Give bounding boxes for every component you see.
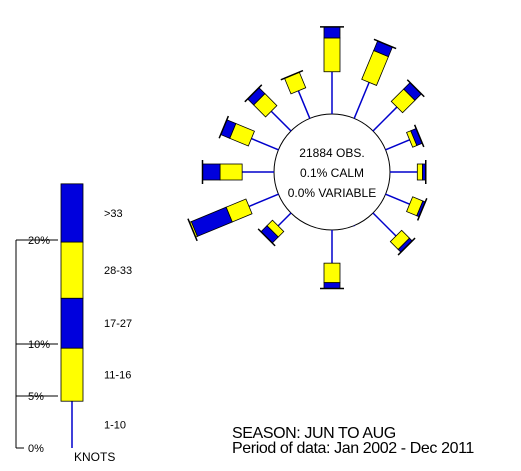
segment-17-27 <box>190 206 233 237</box>
segment-11-16 <box>323 262 341 284</box>
legend-tick-label: 5% <box>28 391 44 403</box>
direction-arm-n <box>320 26 344 114</box>
period-label: Period of data: Jan 2002 - Dec 2011 <box>232 440 474 457</box>
observations-count: 21884 OBS. <box>299 146 364 160</box>
direction-arm-nnw <box>280 69 311 119</box>
arm-end-cap <box>373 38 397 50</box>
segment-1-10 <box>385 193 410 205</box>
arm-end-cap <box>244 84 263 103</box>
segment-1-10 <box>248 193 279 208</box>
arm-end-cap <box>413 124 425 148</box>
direction-arm-sw <box>257 212 292 247</box>
legend-tick-label: 20% <box>28 235 50 247</box>
legend-tick-label: 0% <box>28 443 44 455</box>
segment-1-10 <box>372 106 398 132</box>
legend-tick-label: 10% <box>28 339 50 351</box>
legend-bin-label: 17-27 <box>104 318 132 330</box>
segment-11-16 <box>323 37 341 73</box>
variable-percent: 0.0% VARIABLE <box>288 186 377 200</box>
legend-bin-label: 1-10 <box>104 420 126 432</box>
direction-arm-se <box>372 212 416 256</box>
season-label: SEASON: JUN TO AUG <box>232 425 396 442</box>
legend-bin-label: >33 <box>104 208 123 220</box>
direction-arm-e <box>390 160 427 184</box>
direction-arm-ese <box>385 193 428 221</box>
legend-unit-label: KNOTS <box>74 450 115 464</box>
segment-1-10 <box>270 110 292 132</box>
legend-bin-label: 28-33 <box>104 265 132 277</box>
arm-end-cap <box>257 228 276 247</box>
direction-arm-s <box>320 230 344 290</box>
segment-1-10 <box>277 212 292 227</box>
segment-17-27 <box>202 163 221 181</box>
direction-arm-nne <box>353 38 397 119</box>
calm-percent: 0.1% CALM <box>300 166 364 180</box>
arm-end-cap <box>397 237 416 256</box>
legend-swatch-28-33 <box>60 241 84 299</box>
legend-swatch-11-16 <box>60 347 84 402</box>
arm-end-cap <box>406 79 425 98</box>
segment-11-16 <box>219 163 243 181</box>
direction-arm-nw <box>244 84 292 132</box>
direction-arm-wsw <box>187 193 279 242</box>
segment-1-10 <box>251 137 279 151</box>
segment-11-16 <box>416 163 423 181</box>
segment-1-10 <box>385 139 410 151</box>
arm-end-cap <box>218 115 230 139</box>
direction-arm-ne <box>372 79 425 132</box>
arm-end-cap <box>187 218 198 242</box>
segment-1-10 <box>297 90 311 119</box>
segment-1-10 <box>353 82 370 119</box>
arm-end-cap <box>416 197 428 221</box>
segment-11-16 <box>361 49 389 86</box>
legend-swatch-17-27 <box>60 297 84 349</box>
segment-11-16 <box>283 71 307 95</box>
segment-17-27 <box>323 26 341 39</box>
arm-end-cap <box>280 69 304 81</box>
rose-arms <box>187 26 428 290</box>
segment-1-10 <box>372 212 397 237</box>
legend-bin-label: 11-16 <box>104 370 131 382</box>
legend-swatch->33 <box>60 183 84 243</box>
direction-arm-w <box>201 160 274 184</box>
segment-17-27 <box>323 282 341 289</box>
direction-arm-ene <box>385 124 425 151</box>
direction-arm-wnw <box>218 115 279 151</box>
speed-legend: 0% 5% 10% 20% 1-10 11-16 17-27 28-33 >33 KNOTS <box>15 183 132 464</box>
